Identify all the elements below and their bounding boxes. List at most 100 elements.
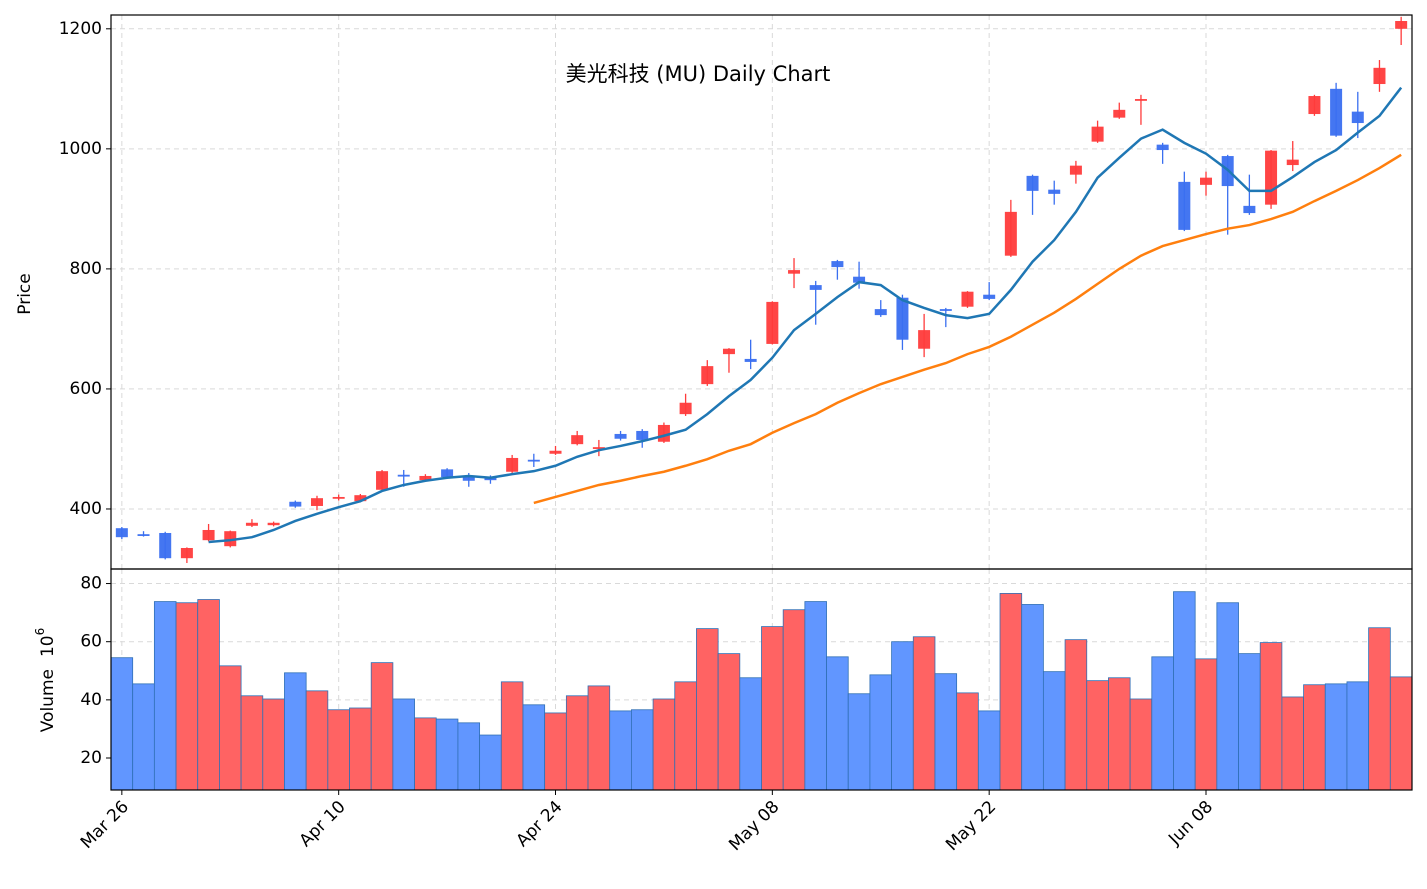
candle-body xyxy=(853,276,866,283)
volume-bar xyxy=(674,681,697,791)
volume-bar xyxy=(219,665,242,791)
candle-body xyxy=(679,402,692,415)
candle-body xyxy=(310,498,323,506)
volume-bar xyxy=(414,717,437,791)
volume-bar xyxy=(912,636,936,791)
candle-body xyxy=(592,447,605,449)
candle-body xyxy=(1156,144,1169,151)
candle-body xyxy=(1286,159,1299,166)
volume-bar xyxy=(977,710,1001,791)
candle-body xyxy=(1200,177,1213,185)
candle-body xyxy=(1069,165,1082,175)
volume-bar xyxy=(197,599,220,791)
volume-bar xyxy=(891,641,914,791)
volume-bar xyxy=(544,712,567,791)
volume-bar xyxy=(132,683,155,791)
candle-body xyxy=(462,475,475,481)
volume-bar xyxy=(153,601,177,791)
candle-body xyxy=(1134,99,1147,101)
volume-bar xyxy=(1346,681,1370,791)
candle-body xyxy=(1395,21,1408,29)
candle-body xyxy=(1026,175,1039,191)
candle-body xyxy=(1178,181,1191,230)
candle-body xyxy=(354,495,367,502)
volume-bar xyxy=(565,695,589,791)
y-tick-label: 800 xyxy=(70,259,102,279)
moving-average-line xyxy=(533,153,1402,505)
y-tick-label: 20 xyxy=(80,748,102,768)
candle-body xyxy=(137,534,150,536)
candle-body xyxy=(983,294,996,299)
volume-bar xyxy=(349,707,372,791)
candle-body xyxy=(896,297,909,340)
y-tick-label: 60 xyxy=(80,632,102,652)
moving-average-line xyxy=(208,86,1403,544)
candle-body xyxy=(1308,96,1321,115)
volume-label: Volume xyxy=(38,669,58,732)
volume-bar xyxy=(739,677,762,791)
candle-body xyxy=(1265,150,1278,205)
candle-body xyxy=(636,430,649,440)
candle-body xyxy=(701,366,714,385)
y-tick-label: 400 xyxy=(70,499,102,519)
volume-bar xyxy=(1194,658,1218,791)
volume-bar xyxy=(1151,656,1174,791)
candle-body xyxy=(744,358,757,362)
candle-body xyxy=(527,459,540,462)
volume-bar xyxy=(761,626,784,791)
volume-bar xyxy=(1238,653,1261,791)
volume-frame xyxy=(110,568,1413,791)
candle-body xyxy=(224,531,237,547)
candle-body xyxy=(202,529,215,541)
volume-bar xyxy=(1129,698,1153,791)
volume-scale-exponent: 6 xyxy=(33,628,47,636)
y-tick-label: 40 xyxy=(80,690,102,710)
volume-bar xyxy=(479,734,502,791)
volume-bar xyxy=(696,628,719,791)
candle-body xyxy=(267,522,280,526)
candle-body xyxy=(831,261,844,268)
volume-bar xyxy=(652,698,676,791)
candle-body xyxy=(1004,211,1017,256)
volume-bar xyxy=(1108,677,1131,791)
y-tick-label: 600 xyxy=(70,379,102,399)
candle-body xyxy=(1351,111,1364,124)
candle-body xyxy=(571,435,584,445)
candle-body xyxy=(1243,205,1256,214)
candle-body xyxy=(549,450,562,454)
volume-bar xyxy=(1324,683,1348,791)
candle-body xyxy=(332,496,345,499)
volume-bar xyxy=(1173,591,1196,791)
volume-bar xyxy=(609,710,632,791)
volume-bar xyxy=(804,601,827,791)
volume-bar xyxy=(1216,602,1239,791)
candle-body xyxy=(397,474,410,477)
volume-bar xyxy=(262,698,285,791)
candle-body xyxy=(788,270,801,274)
candle-body xyxy=(766,301,779,344)
candle-body xyxy=(245,522,258,526)
candle-body xyxy=(376,471,389,490)
volume-bar xyxy=(847,693,871,791)
candle-body xyxy=(180,547,193,559)
candle-body xyxy=(1330,88,1343,136)
candle-body xyxy=(1373,67,1386,85)
volume-bar xyxy=(327,709,350,791)
volume-bar xyxy=(826,656,849,791)
candle-body xyxy=(159,532,172,559)
candle-body xyxy=(1048,189,1061,194)
volume-scale-base: 10 xyxy=(38,635,58,657)
candle-body xyxy=(722,348,735,355)
candle-body xyxy=(419,475,432,481)
volume-bar xyxy=(956,692,979,791)
y-tick-label: 1000 xyxy=(59,139,102,159)
volume-bar xyxy=(1259,642,1283,791)
volume-bar xyxy=(370,662,394,791)
volume-bar xyxy=(631,709,654,791)
y-axis-label: Price xyxy=(15,273,35,314)
volume-bar xyxy=(1042,671,1066,791)
volume-bar xyxy=(435,718,459,791)
candle-body xyxy=(918,330,931,349)
volume-bar xyxy=(240,695,264,791)
